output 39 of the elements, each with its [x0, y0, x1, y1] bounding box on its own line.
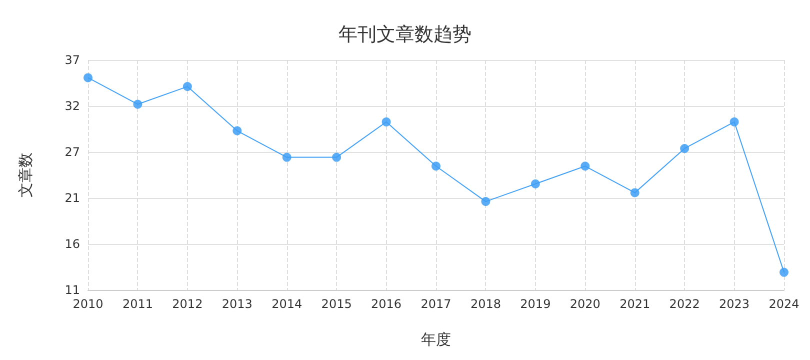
- x-tick-label: 2018: [470, 297, 501, 311]
- x-tick-label: 2017: [420, 297, 452, 311]
- y-tick-label: 11: [64, 283, 80, 297]
- point: [780, 268, 788, 277]
- x-tick-label: 2020: [570, 297, 600, 311]
- y-tick-label: 16: [64, 237, 80, 251]
- chart-title: 年刊文章数趋势: [338, 24, 472, 46]
- x-tick-label: 2021: [620, 297, 650, 311]
- y-tick-label: 27: [64, 145, 80, 159]
- x-tick-label: 2013: [222, 297, 252, 311]
- point: [282, 152, 292, 162]
- x-tick-label: 2010: [72, 297, 104, 311]
- point: [580, 162, 590, 171]
- x-tick-label: 2019: [520, 297, 551, 311]
- point: [680, 144, 690, 153]
- y-axis-title: 文章数: [16, 152, 34, 198]
- point: [530, 179, 540, 188]
- point: [432, 162, 440, 171]
- point: [332, 152, 342, 162]
- x-tick-label: 2023: [719, 297, 750, 311]
- point: [133, 100, 142, 109]
- y-tick-label: 32: [64, 99, 80, 113]
- x-tick-label: 2012: [172, 297, 203, 311]
- point: [630, 188, 640, 198]
- x-tick-label: 2024: [768, 297, 800, 311]
- x-tick-label: 2016: [371, 297, 402, 311]
- y-tick-label: 21: [64, 191, 80, 205]
- x-tick-label: 2022: [669, 297, 700, 311]
- x-tick-label: 2014: [272, 297, 302, 311]
- y-tick-label: 37: [64, 53, 80, 67]
- point: [232, 126, 242, 136]
- point: [382, 117, 391, 126]
- point: [481, 197, 490, 206]
- x-tick-label: 2015: [321, 297, 352, 311]
- point: [84, 73, 92, 82]
- point: [730, 117, 739, 126]
- x-axis-title: 年度: [421, 330, 451, 348]
- point: [182, 82, 192, 92]
- x-tick-label: 2011: [122, 297, 153, 311]
